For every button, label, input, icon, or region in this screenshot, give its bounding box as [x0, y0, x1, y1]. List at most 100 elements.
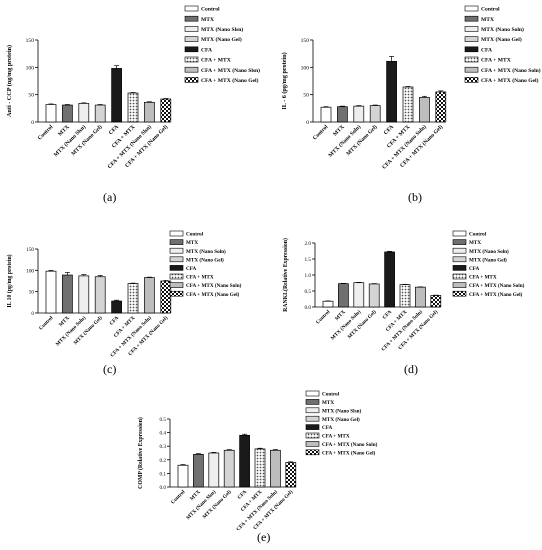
legend-label: MTX (Nano Gel): [322, 416, 360, 423]
y-tick-label: 0: [31, 120, 34, 126]
bar: [239, 434, 250, 488]
legend-swatch: [464, 5, 479, 12]
y-axis-label: IL 10 (pg/mg protein): [6, 254, 13, 307]
x-tick-label: MTX: [58, 315, 71, 328]
legend-label: CFA + MTX: [469, 275, 497, 281]
y-tick-label: 0.1: [160, 471, 167, 477]
legend-swatch: [464, 77, 479, 83]
legend-swatch: [464, 66, 479, 73]
caption-d: (d): [404, 362, 418, 376]
bar: [160, 280, 172, 314]
legend-swatch: [169, 290, 184, 297]
legend-label: MTX: [481, 17, 494, 23]
x-tick-label: MTX: [189, 489, 202, 502]
y-tick-label: 0: [306, 120, 309, 126]
y-tick-label: 2.0: [305, 241, 312, 247]
bar: [285, 462, 297, 488]
chart-svg-d: 0.0 0.5 1.0 1.5 2.0 RANKL(Relative Expression…: [282, 230, 525, 353]
legend-swatch: [464, 36, 479, 42]
legend-label: CFA + MTX (Nano Gel): [322, 449, 376, 456]
legend-label: CFA + MTX: [201, 58, 231, 64]
legend-swatch: [464, 26, 479, 32]
legend-swatch: [184, 5, 199, 12]
legend-swatch: [169, 230, 184, 237]
caption-c: (c): [103, 362, 117, 376]
legend-swatch: [464, 15, 479, 22]
x-tick-label: Control: [312, 124, 330, 142]
bar: [419, 97, 430, 123]
bar: [353, 105, 365, 123]
legend-label: MTX: [322, 400, 334, 406]
x-tick-label: Control: [38, 315, 55, 332]
bar: [368, 283, 380, 308]
bar: [254, 448, 266, 488]
legend-label: CFA + MTX: [322, 434, 350, 440]
y-tick-label: 0.2: [160, 458, 167, 464]
legend-label: CFA + MTX (Nano Gel): [186, 291, 240, 298]
legend-label: CFA + MTX (Nano Soln): [481, 67, 541, 74]
bar: [208, 452, 220, 488]
legend-swatch: [184, 66, 199, 73]
legend-swatch: [305, 407, 320, 414]
bar: [369, 105, 381, 123]
legend-swatch: [184, 26, 199, 32]
bar: [127, 283, 139, 314]
x-tick-label: CFA: [237, 489, 249, 501]
bar: [62, 274, 73, 314]
y-tick-label: 150: [301, 38, 310, 44]
y-tick-label: 1.0: [305, 273, 312, 279]
x-tick-label: CFA: [108, 124, 120, 136]
bar: [320, 106, 332, 123]
legend-swatch: [452, 282, 467, 288]
legend-label: MTX (Nano Soln): [469, 248, 509, 255]
x-tick-label: MTX: [57, 124, 70, 137]
bar: [45, 104, 57, 123]
legend-swatch: [184, 46, 199, 53]
legend-swatch: [184, 15, 199, 22]
y-axis-label: IL - 6 (pg/mg protein): [281, 52, 288, 109]
y-tick-label: 0.0: [305, 305, 312, 311]
legend-label: MTX (Nano Gel): [201, 36, 242, 43]
legend-label: CFA + MTX (Nano Gel): [469, 291, 523, 298]
bar: [144, 277, 155, 314]
y-tick-label: 0.3: [160, 444, 167, 450]
legend-label: Control: [186, 232, 204, 238]
legend-label: CFA: [201, 47, 212, 53]
legend-label: CFA + MTX (Nano Soln): [469, 282, 525, 289]
chart-svg-e: 0.0 0.1 0.2 0.3 0.4 0.5 COMP (Relative Express…: [137, 390, 378, 533]
legend-swatch: [169, 265, 184, 271]
chart-panel-c: 0 50 100 150 IL 10 (pg/mg protein) Control MTX…: [0, 225, 275, 390]
legend-label: CFA: [481, 47, 492, 53]
y-axis-label: Anti - CCP (ng/mg protein): [6, 45, 13, 117]
legend-swatch: [305, 390, 320, 397]
legend-label: Control: [201, 7, 220, 13]
legend-swatch: [169, 256, 184, 263]
legend-label: MTX (Nano Gel): [481, 36, 522, 43]
legend-label: CFA + MTX (Nano Gel): [201, 77, 259, 84]
legend-swatch: [305, 441, 320, 447]
y-tick-label: 150: [26, 38, 35, 44]
bar: [45, 270, 57, 314]
y-tick-label: 100: [26, 268, 34, 274]
bar: [160, 98, 172, 123]
x-tick-label: MTX: [334, 309, 347, 322]
y-tick-label: 50: [303, 93, 309, 99]
bar: [127, 92, 139, 123]
bar: [94, 104, 106, 123]
legend-label: CFA + MTX (Nano Soln): [186, 282, 242, 289]
bar: [353, 282, 365, 308]
y-tick-label: 150: [26, 247, 34, 253]
legend-swatch: [169, 247, 184, 254]
chart-panel-e: 0.0 0.1 0.2 0.3 0.4 0.5 COMP (Relative Express…: [130, 385, 430, 533]
x-tick-label: CFA: [383, 124, 395, 136]
x-tick-label: CFA: [109, 315, 121, 327]
legend-swatch: [305, 432, 320, 439]
legend-label: MTX: [469, 240, 481, 246]
legend-swatch: [464, 46, 479, 53]
bar: [223, 449, 235, 488]
legend-swatch: [169, 239, 184, 245]
bar: [338, 283, 349, 308]
chart-panel-a: 0 50 100 150 Anti - CCP (ng/mg protein) Contr…: [0, 0, 275, 208]
legend-label: MTX (Nano Slsn): [201, 26, 243, 33]
legend-label: CFA: [322, 425, 333, 431]
